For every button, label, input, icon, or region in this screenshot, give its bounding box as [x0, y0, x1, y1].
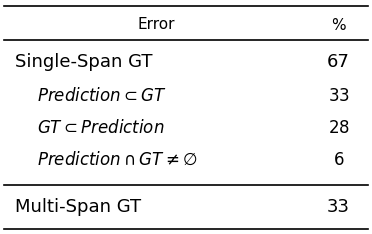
Text: $\mathit{33}$: $\mathit{33}$ — [328, 87, 349, 105]
Text: $\mathit{6}$: $\mathit{6}$ — [333, 151, 344, 169]
Text: $\mathit{GT} \subset \mathit{Prediction}$: $\mathit{GT} \subset \mathit{Prediction}… — [37, 119, 165, 136]
Text: Error: Error — [138, 17, 175, 32]
Text: Multi-Span GT: Multi-Span GT — [15, 198, 141, 216]
Text: $\mathit{\%}$: $\mathit{\%}$ — [331, 17, 346, 33]
Text: 67: 67 — [327, 53, 350, 71]
Text: $\mathit{Prediction} \cap \mathit{GT} \neq \emptyset$: $\mathit{Prediction} \cap \mathit{GT} \n… — [37, 151, 198, 169]
Text: $\mathit{Prediction} \subset \mathit{GT}$: $\mathit{Prediction} \subset \mathit{GT}… — [37, 87, 167, 105]
Text: 33: 33 — [327, 198, 350, 216]
Text: Single-Span GT: Single-Span GT — [15, 53, 153, 71]
Text: $\mathit{28}$: $\mathit{28}$ — [328, 119, 349, 136]
